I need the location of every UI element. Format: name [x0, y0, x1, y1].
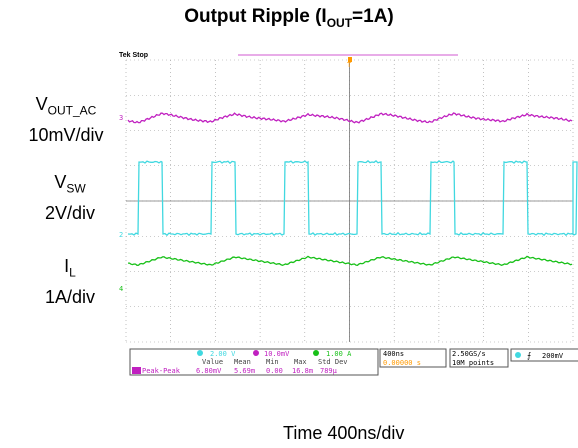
- timebase-box: 400ns 0.00000 s: [379, 348, 447, 368]
- record-length: 10M points: [452, 359, 494, 367]
- acquisition-box: 2.50GS/s 10M points: [449, 348, 509, 368]
- vsw-trace: [127, 160, 578, 237]
- vout-label: VOUT_AC 10mV/div: [28, 94, 104, 145]
- ch4-scale: 1.00 A: [326, 350, 352, 358]
- meas-max: 16.8m: [292, 367, 313, 375]
- meas-header-mean: Mean: [234, 358, 251, 366]
- meas-stddev: 789μ: [320, 367, 338, 375]
- ch4-badge-icon: [313, 350, 319, 356]
- trigger-level: 200mV: [542, 352, 564, 360]
- meas-header-value: Value: [202, 358, 223, 366]
- trigger-position-marker: T: [238, 54, 458, 69]
- meas-mean: 5.69m: [234, 367, 255, 375]
- meas-min: 0.00: [266, 367, 283, 375]
- inductor-current-trace: [128, 255, 573, 266]
- meas-value: 6.80mV: [196, 367, 222, 375]
- timebase-value: 400ns: [383, 350, 404, 358]
- scope-graticule: [125, 59, 574, 343]
- figure-title: Output Ripple (IOUT=1A): [184, 6, 394, 30]
- trigger-box: ⨍ 200mV: [510, 348, 578, 362]
- vsw-label: VSW 2V/div: [44, 172, 96, 223]
- time-axis-label: Time 400ns/div: [283, 423, 405, 443]
- trigger-position: 0.00000 s: [383, 359, 421, 367]
- rising-edge-icon: ⨍: [527, 351, 531, 360]
- il-label: IL 1A/div: [44, 256, 96, 307]
- ch4-marker: 4: [119, 285, 123, 293]
- ch2-badge-icon: [197, 350, 203, 356]
- channel-settings-bar: 2.00 V 10.0mV 1.00 A Value Mean Min Max …: [129, 348, 379, 376]
- scope-traces: [127, 112, 578, 266]
- meas-header-max: Max: [294, 358, 307, 366]
- ch3-marker: 3: [119, 114, 123, 122]
- meas-header-stddev: Std Dev: [318, 358, 348, 366]
- ch3-scale: 10.0mV: [264, 350, 290, 358]
- ch3-badge-icon: [253, 350, 259, 356]
- sample-rate: 2.50GS/s: [452, 350, 486, 358]
- trigger-marker-icon: T: [347, 62, 352, 69]
- meas-header-min: Min: [266, 358, 279, 366]
- oscilloscope-screen: Tek Stop T 3 2 4 2.00 V 10.0mV 1.00 A Va…: [118, 50, 578, 422]
- ch2-scale: 2.00 V: [210, 350, 236, 358]
- ch2-marker: 2: [119, 231, 123, 239]
- trigger-source-icon: [515, 352, 521, 358]
- vout-ac-trace: [127, 112, 573, 124]
- channel-markers: 3 2 4: [119, 114, 123, 293]
- meas-label: Peak-Peak: [142, 367, 181, 375]
- scope-status: Tek Stop: [119, 52, 148, 59]
